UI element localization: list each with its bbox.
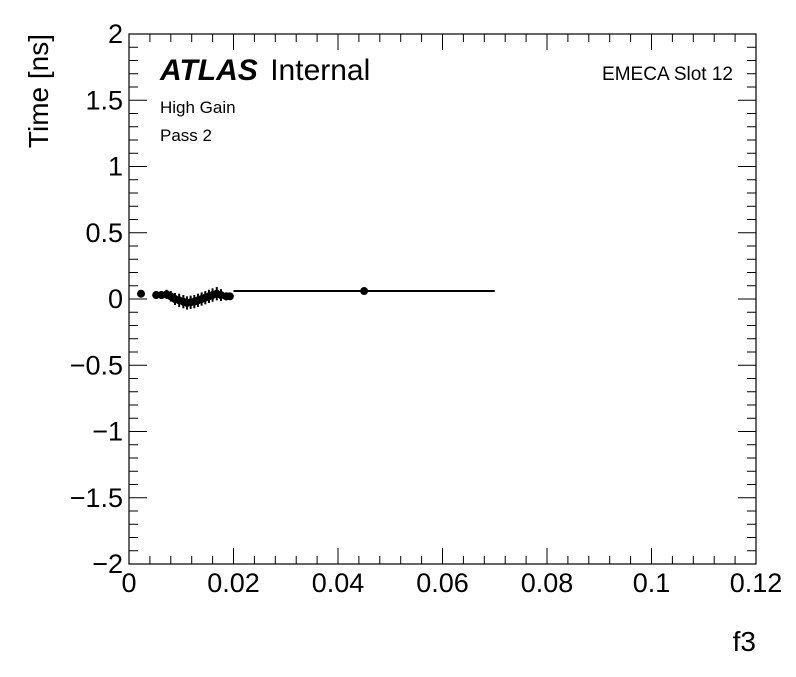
- x-tick-label: 0: [121, 568, 136, 598]
- x-tick-label: 0.04: [312, 568, 365, 598]
- y-tick-label: −1: [92, 417, 123, 447]
- atlas-label: ATLAS Internal: [159, 54, 370, 87]
- x-axis-title: f3: [733, 626, 756, 657]
- x-tick-label: 0.02: [207, 568, 260, 598]
- pass-label: Pass 2: [160, 126, 212, 145]
- x-tick-label: 0.12: [730, 568, 783, 598]
- y-tick-label: 0: [108, 284, 123, 314]
- y-tick-label: 1.5: [85, 85, 123, 115]
- data-points: [137, 287, 495, 310]
- x-tick-labels: 0 0.02 0.04 0.06 0.08 0.1 0.12: [121, 568, 782, 598]
- y-tick-label: 0.5: [85, 218, 123, 248]
- y-tick-label: 1: [108, 152, 123, 182]
- y-tick-label: −1.5: [70, 483, 123, 513]
- x-tick-label: 0.06: [416, 568, 469, 598]
- data-point: [137, 289, 146, 298]
- y-tick-label: 2: [108, 19, 123, 49]
- tick-marks: [128, 33, 757, 565]
- data-point: [225, 292, 234, 301]
- data-point: [360, 287, 369, 296]
- gain-label: High Gain: [160, 98, 236, 117]
- x-tick-label: 0.08: [521, 568, 574, 598]
- region-label: EMECA Slot 12: [602, 64, 733, 85]
- y-tick-labels: −2 −1.5 −1 −0.5 0 0.5 1 1.5 2: [70, 19, 123, 579]
- atlas-bold-text: ATLAS: [159, 54, 258, 87]
- y-tick-label: −0.5: [70, 350, 123, 380]
- y-axis-title: Time [ns]: [23, 34, 54, 148]
- atlas-internal-text: Internal: [270, 54, 370, 87]
- y-tick-label: −2: [92, 549, 123, 579]
- x-tick-label: 0.1: [633, 568, 671, 598]
